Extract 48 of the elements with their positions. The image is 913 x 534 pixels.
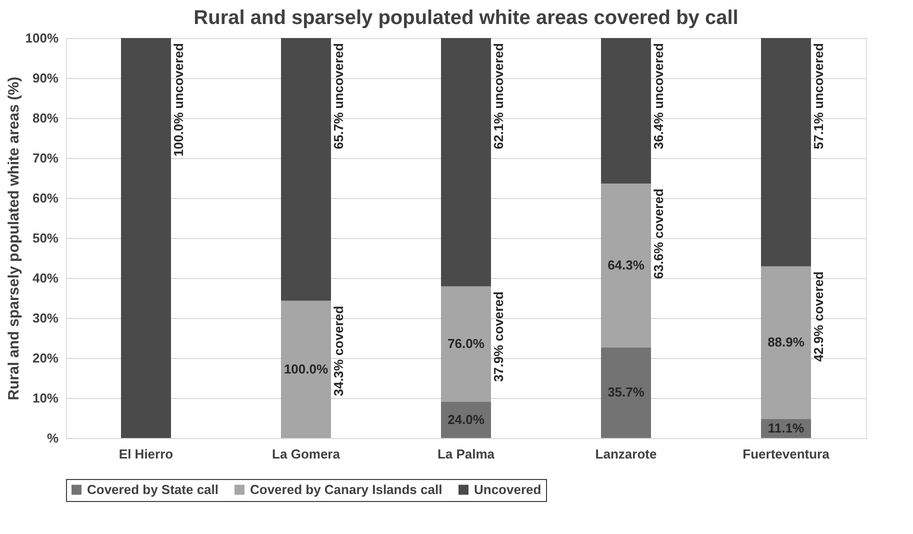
bar: [601, 184, 651, 348]
x-tick-label: La Gomera: [272, 446, 341, 462]
annotation: 62.1% uncovered: [491, 42, 506, 150]
y-tick-label: %: [46, 430, 59, 446]
x-tick-label: Lanzarote: [595, 446, 657, 462]
annotation: 64.3%: [608, 257, 645, 272]
bar: [121, 38, 171, 438]
annotation: 63.6% covered: [651, 188, 666, 279]
bar: [761, 38, 811, 266]
y-axis-title: Rural and sparsely populated white areas (%): [5, 76, 22, 400]
y-tick-label: 40%: [32, 270, 59, 286]
annotation: 42.9% covered: [811, 271, 826, 362]
y-tick-label: 80%: [32, 110, 59, 126]
annotation: 100.0%: [284, 361, 328, 376]
y-tick-label: 60%: [32, 190, 59, 206]
annotation: 24.0%: [448, 412, 485, 427]
y-tick-label: 50%: [32, 230, 59, 246]
annotation: 76.0%: [448, 336, 485, 351]
bar: [441, 402, 491, 438]
x-tick-label: El Hierro: [118, 446, 174, 462]
annotation: 65.7% uncovered: [331, 42, 346, 150]
annotation: 100.0% uncovered: [171, 42, 186, 156]
legend-label: Covered by Canary Islands call: [250, 482, 442, 497]
bar: [601, 347, 651, 438]
annotation: 88.9%: [768, 334, 805, 350]
chart-title: Rural and sparsely populated white areas covered by call: [194, 7, 738, 29]
y-tick-label: 90%: [32, 70, 59, 86]
bar: [441, 38, 491, 286]
annotation: 11.1%: [768, 420, 805, 436]
bar: [601, 38, 651, 184]
y-tick-label: 70%: [32, 150, 59, 166]
y-tick-label: 20%: [32, 350, 59, 366]
legend-label: Covered by State call: [87, 482, 218, 497]
annotation: 36.4% uncovered: [651, 42, 666, 150]
annotation: 34.3% covered: [331, 306, 346, 396]
y-tick-label: 10%: [32, 390, 59, 406]
annotation: 57.1% uncovered: [811, 42, 826, 150]
y-tick-label: 30%: [32, 310, 59, 326]
bar: [761, 266, 811, 419]
x-tick-label: La Palma: [437, 446, 496, 462]
y-tick-label: 100%: [25, 30, 59, 46]
bar: [281, 300, 331, 438]
annotation: 37.9% covered: [491, 291, 506, 382]
bar: [281, 38, 331, 301]
legend-label: Uncovered: [474, 482, 542, 497]
x-tick-label: Fuerteventura: [742, 446, 830, 462]
annotation: 35.7%: [608, 384, 645, 400]
bar: [441, 286, 491, 402]
